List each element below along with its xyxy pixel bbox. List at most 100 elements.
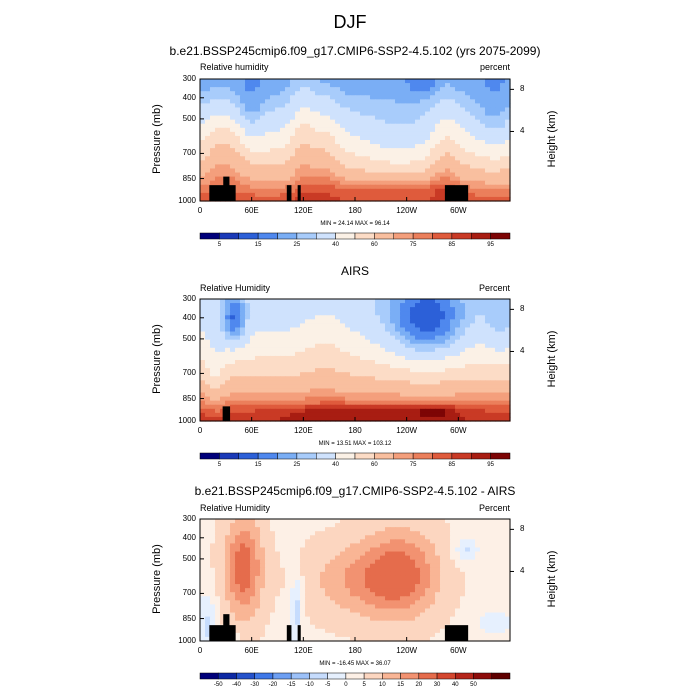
heatmap-cell (350, 555, 356, 561)
heatmap-cell (345, 368, 351, 373)
heatmap-cell (415, 196, 421, 202)
heatmap-cell (340, 196, 346, 202)
heatmap-cell (440, 123, 446, 129)
heatmap-cell (425, 135, 431, 141)
heatmap-cell (240, 299, 246, 304)
heatmap-cell (490, 152, 496, 157)
heatmap-cell (305, 319, 311, 324)
heatmap-cell (505, 131, 511, 137)
heatmap-cell (470, 188, 476, 194)
heatmap-cell (400, 156, 406, 161)
heatmap-cell (265, 580, 271, 585)
heatmap-cell (425, 180, 431, 186)
heatmap-cell (460, 323, 466, 329)
heatmap-cell (260, 372, 266, 377)
heatmap-cell (435, 319, 441, 324)
heatmap-cell (320, 343, 326, 349)
colorbar-label: 95 (487, 242, 494, 248)
heatmap-cell (430, 83, 436, 88)
heatmap-cell (380, 140, 386, 145)
heatmap-cell (235, 152, 241, 157)
heatmap-cell (290, 144, 296, 149)
heatmap-cell (505, 111, 511, 117)
heatmap-cell (270, 99, 276, 104)
heatmap-cell (410, 351, 416, 357)
heatmap-cell (235, 188, 241, 194)
heatmap-cell (220, 180, 226, 186)
heatmap-cell (295, 527, 301, 532)
y-axis-title: Pressure (mb) (151, 324, 163, 394)
heatmap-cell (315, 563, 321, 569)
heatmap-cell (260, 571, 266, 577)
heatmap-cell (300, 523, 306, 528)
heatmap-cell (380, 103, 386, 109)
heatmap-cell (255, 364, 261, 369)
heatmap-cell (225, 567, 231, 573)
heatmap-cell (280, 404, 286, 410)
heatmap-cell (460, 140, 466, 145)
heatmap-cell (290, 364, 296, 369)
heatmap-cell (285, 380, 291, 385)
heatmap-cell (400, 368, 406, 373)
heatmap-cell (255, 299, 261, 304)
heatmap-cell (300, 588, 306, 593)
heatmap-cell (505, 99, 511, 104)
heatmap-cell (460, 107, 466, 113)
heatmap-cell (380, 156, 386, 161)
heatmap-cell (405, 368, 411, 373)
heatmap-cell (285, 555, 291, 561)
heatmap-cell (405, 140, 411, 145)
heatmap-cell (295, 83, 301, 88)
heatmap-cell (435, 543, 441, 549)
heatmap-cell (500, 400, 506, 406)
heatmap-cell (220, 323, 226, 329)
heatmap-cell (350, 360, 356, 365)
heatmap-cell (485, 376, 491, 381)
heatmap-cell (490, 123, 496, 129)
heatmap-cell (460, 527, 466, 532)
heatmap-cell (265, 123, 271, 129)
heatmap-cell (500, 388, 506, 394)
heatmap-cell (495, 144, 501, 149)
heatmap-cell (355, 127, 361, 133)
heatmap-cell (405, 559, 411, 565)
heatmap-cell (415, 160, 421, 165)
heatmap-cell (460, 83, 466, 88)
heatmap-cell (395, 303, 401, 308)
heatmap-cell (290, 355, 296, 361)
heatmap-cell (315, 559, 321, 565)
heatmap-cell (445, 519, 451, 524)
heatmap-cell (245, 551, 251, 557)
heatmap-cell (220, 343, 226, 349)
heatmap-cell (390, 404, 396, 410)
heatmap-cell (365, 343, 371, 349)
heatmap-cell (410, 527, 416, 532)
heatmap-cell (370, 119, 376, 125)
heatmap-cell (270, 360, 276, 365)
heatmap-cell (325, 547, 331, 553)
heatmap-cell (365, 164, 371, 170)
heatmap-cell (350, 575, 356, 581)
heatmap-cell (390, 360, 396, 365)
heatmap-cell (210, 140, 216, 145)
heatmap-cell (280, 539, 286, 544)
heatmap-cell (465, 412, 471, 418)
heatmap-cell (250, 355, 256, 361)
heatmap-cell (430, 87, 436, 92)
heatmap-cell (295, 87, 301, 92)
heatmap-cell (435, 416, 441, 422)
heatmap-cell (475, 123, 481, 129)
heatmap-cell (475, 531, 481, 536)
heatmap-cell (215, 188, 221, 194)
heatmap-cell (230, 168, 236, 174)
heatmap-cell (465, 519, 471, 524)
heatmap-cell (370, 107, 376, 113)
colorbar-label: -30 (250, 682, 260, 688)
heatmap-cell (375, 575, 381, 581)
heatmap-cell (250, 79, 256, 84)
heatmap-cell (370, 148, 376, 153)
heatmap-cell (340, 380, 346, 385)
heatmap-cell (480, 192, 486, 198)
heatmap-cell (480, 168, 486, 174)
heatmap-cell (325, 323, 331, 329)
